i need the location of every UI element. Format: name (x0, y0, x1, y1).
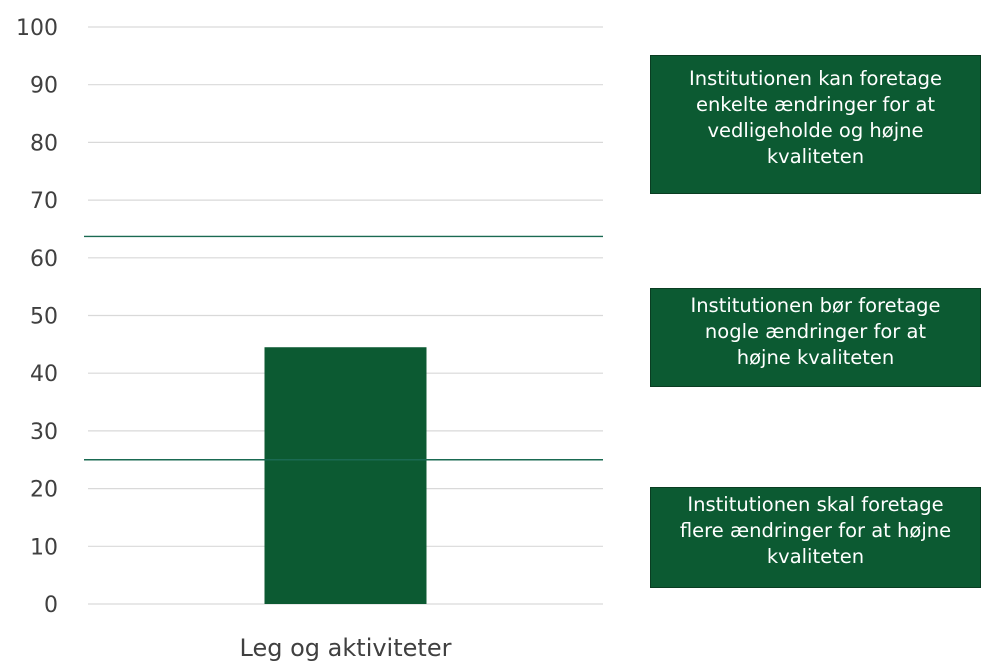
zone-low-line-2: flere ændringer for at højne (679, 519, 952, 542)
y-axis-ticks: 0 10 20 30 40 50 60 70 80 90 100 (16, 16, 58, 618)
zone-box-medium: Institutionen bør foretage nogle ændring… (650, 288, 981, 387)
zone-medium-line-3: højne kvaliteten (736, 346, 895, 369)
y-tick-label-80: 80 (30, 131, 58, 156)
y-tick-label-70: 70 (30, 189, 58, 214)
bar (264, 347, 427, 604)
x-category-label: Leg og aktiviteter (240, 634, 452, 661)
zone-high-line-2: enkelte ændringer for at (695, 93, 936, 116)
y-tick-label-40: 40 (30, 362, 58, 387)
threshold-lines (84, 235, 603, 461)
zone-medium-line-2: nogle ændringer for at (704, 320, 927, 343)
y-tick-label-0: 0 (44, 593, 58, 618)
y-tick-label-10: 10 (30, 535, 58, 560)
y-tick-label-20: 20 (30, 478, 58, 503)
zone-low-line-3: kvaliteten (766, 545, 865, 568)
zone-high-line-3: vedligeholde og højne (707, 119, 924, 142)
x-axis-categories: Leg og aktiviteter (240, 634, 452, 661)
y-tick-label-90: 90 (30, 74, 58, 99)
zone-high-line-1: Institutionen kan foretage (688, 67, 943, 90)
zone-box-low: Institutionen skal foretage flere ændrin… (650, 487, 981, 588)
y-tick-label-30: 30 (30, 420, 58, 445)
zone-medium-line-1: Institutionen bør foretage (690, 294, 941, 317)
y-tick-label-50: 50 (30, 305, 58, 330)
y-tick-label-60: 60 (30, 247, 58, 272)
zone-low-line-1: Institutionen skal foretage (687, 493, 944, 516)
y-tick-label-100: 100 (16, 16, 58, 41)
zone-high-line-4: kvaliteten (766, 145, 865, 168)
bars (264, 347, 427, 604)
zone-box-high: Institutionen kan foretage enkelte ændri… (650, 55, 981, 194)
